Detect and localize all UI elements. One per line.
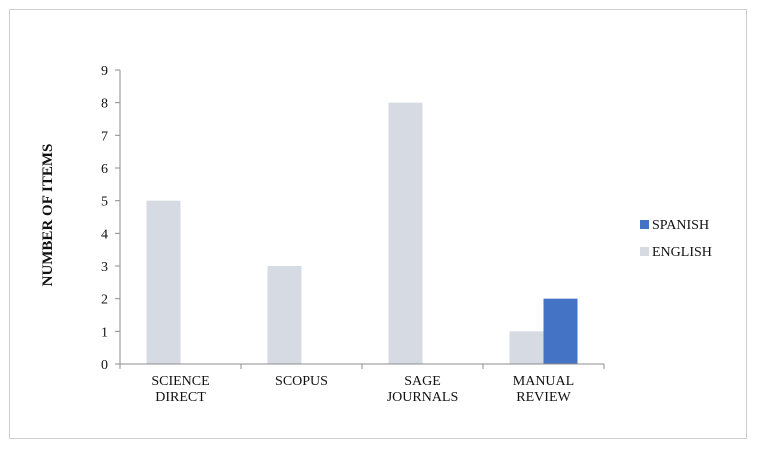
x-tick-label: REVIEW [516, 390, 571, 405]
legend-label-spanish: SPANISH [652, 218, 709, 233]
legend-swatch-english [640, 247, 649, 256]
x-tick-label: MANUAL [513, 374, 574, 389]
y-tick-label: 8 [101, 97, 108, 112]
y-axis-ticks: 0 1 2 3 4 5 6 7 8 9 [101, 64, 120, 373]
y-tick-label: 1 [101, 325, 108, 340]
legend-swatch-spanish [640, 220, 649, 229]
legend: SPANISH ENGLISH [640, 218, 712, 260]
y-tick-label: 6 [101, 162, 108, 177]
y-tick-label: 0 [101, 358, 108, 373]
y-axis-title: NUMBER OF ITEMS [40, 144, 56, 287]
bar-english [388, 102, 423, 365]
x-tick-label: DIRECT [155, 390, 206, 405]
bar-english [509, 331, 544, 364]
bars [146, 102, 578, 365]
y-tick-label: 7 [101, 129, 108, 144]
legend-label-english: ENGLISH [652, 245, 712, 260]
x-tick-label: SCIENCE [151, 374, 209, 389]
y-tick-label: 4 [101, 227, 108, 242]
x-tick-label: SAGE [404, 374, 441, 389]
y-tick-label: 9 [101, 64, 108, 79]
x-tick-label: SCOPUS [275, 374, 328, 389]
y-tick-label: 3 [101, 260, 108, 275]
x-tick-label: JOURNALS [387, 390, 459, 405]
bar-english [146, 200, 181, 364]
bar-spanish [543, 298, 578, 364]
y-tick-label: 2 [101, 293, 108, 308]
chart-frame [9, 9, 747, 439]
bar-english [267, 266, 302, 364]
y-tick-label: 5 [101, 195, 108, 210]
axes [119, 70, 605, 369]
